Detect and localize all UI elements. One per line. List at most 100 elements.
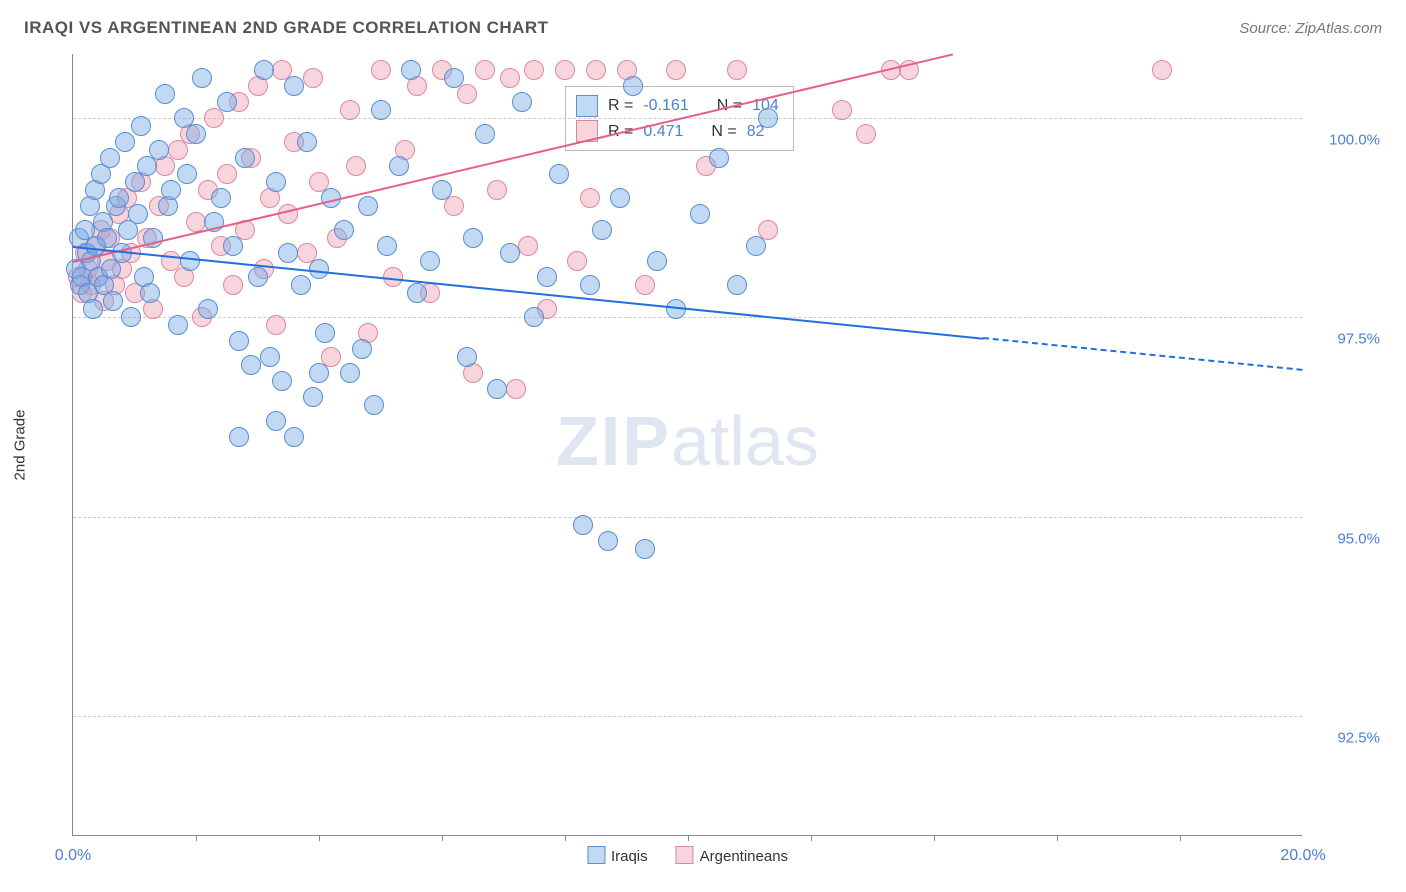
point-iraqis (352, 339, 372, 359)
point-iraqis (229, 427, 249, 447)
point-argentineans (223, 275, 243, 295)
y-tick-label: 95.0% (1337, 530, 1380, 547)
point-argentineans (1152, 60, 1172, 80)
point-iraqis (115, 132, 135, 152)
point-iraqis (180, 251, 200, 271)
grid-line (73, 317, 1302, 318)
point-iraqis (235, 148, 255, 168)
point-argentineans (346, 156, 366, 176)
point-argentineans (444, 196, 464, 216)
point-argentineans (487, 180, 507, 200)
swatch-blue (587, 846, 605, 864)
point-iraqis (537, 267, 557, 287)
source-text: Source: ZipAtlas.com (1239, 20, 1382, 38)
point-iraqis (168, 315, 188, 335)
point-argentineans (666, 60, 686, 80)
point-iraqis (97, 228, 117, 248)
x-tick (1057, 835, 1058, 841)
point-iraqis (131, 116, 151, 136)
y-tick-label: 97.5% (1337, 331, 1380, 348)
point-iraqis (186, 124, 206, 144)
point-iraqis (635, 539, 655, 559)
point-iraqis (610, 188, 630, 208)
point-argentineans (567, 251, 587, 271)
point-iraqis (475, 124, 495, 144)
point-iraqis (241, 355, 261, 375)
legend-item-argentineans: Argentineans (676, 846, 788, 865)
x-tick (688, 835, 689, 841)
point-iraqis (100, 148, 120, 168)
point-argentineans (340, 100, 360, 120)
point-iraqis (109, 188, 129, 208)
watermark-rest: atlas (671, 402, 819, 480)
plot-area: ZIPatlas Iraqis Argentineans R = -0.161 … (72, 54, 1302, 836)
point-iraqis (377, 236, 397, 256)
point-argentineans (856, 124, 876, 144)
r-value-blue: -0.161 (643, 93, 688, 119)
point-iraqis (598, 531, 618, 551)
point-iraqis (549, 164, 569, 184)
point-argentineans (266, 315, 286, 335)
stats-swatch-blue (576, 95, 598, 117)
point-iraqis (487, 379, 507, 399)
point-iraqis (647, 251, 667, 271)
x-tick (442, 835, 443, 841)
point-iraqis (407, 283, 427, 303)
point-iraqis (278, 243, 298, 263)
point-iraqis (149, 140, 169, 160)
point-argentineans (524, 60, 544, 80)
point-argentineans (635, 275, 655, 295)
point-iraqis (512, 92, 532, 112)
point-iraqis (103, 291, 123, 311)
swatch-pink (676, 846, 694, 864)
point-iraqis (457, 347, 477, 367)
x-tick (196, 835, 197, 841)
point-argentineans (500, 68, 520, 88)
y-tick-label: 100.0% (1329, 131, 1380, 148)
point-iraqis (364, 395, 384, 415)
point-iraqis (297, 132, 317, 152)
point-argentineans (186, 212, 206, 232)
stats-row-blue: R = -0.161 N = 104 (576, 93, 779, 119)
point-iraqis (709, 148, 729, 168)
legend-item-iraqis: Iraqis (587, 846, 648, 865)
point-argentineans (586, 60, 606, 80)
point-iraqis (266, 172, 286, 192)
grid-line (73, 716, 1302, 717)
x-tick (1180, 835, 1181, 841)
point-iraqis (303, 387, 323, 407)
point-iraqis (592, 220, 612, 240)
point-argentineans (303, 68, 323, 88)
point-iraqis (291, 275, 311, 295)
point-iraqis (161, 180, 181, 200)
point-iraqis (248, 267, 268, 287)
point-iraqis (260, 347, 280, 367)
point-iraqis (284, 427, 304, 447)
point-iraqis (746, 236, 766, 256)
point-iraqis (727, 275, 747, 295)
point-iraqis (309, 363, 329, 383)
point-iraqis (284, 76, 304, 96)
x-tick (811, 835, 812, 841)
source-prefix: Source: (1239, 20, 1295, 37)
n-label: N = (711, 119, 736, 145)
point-argentineans (555, 60, 575, 80)
point-argentineans (217, 164, 237, 184)
point-iraqis (83, 299, 103, 319)
x-tick-label-max: 20.0% (1280, 847, 1325, 865)
point-argentineans (371, 60, 391, 80)
point-iraqis (217, 92, 237, 112)
point-iraqis (573, 515, 593, 535)
y-axis-label: 2nd Grade (12, 410, 29, 481)
point-iraqis (690, 204, 710, 224)
point-iraqis (192, 68, 212, 88)
point-iraqis (580, 275, 600, 295)
legend-bottom: Iraqis Argentineans (587, 846, 788, 865)
y-tick-label: 92.5% (1337, 730, 1380, 747)
r-label: R = (608, 93, 633, 119)
legend-label-argentineans: Argentineans (700, 848, 788, 865)
point-iraqis (223, 236, 243, 256)
watermark-bold: ZIP (556, 402, 671, 480)
point-iraqis (623, 76, 643, 96)
point-iraqis (444, 68, 464, 88)
